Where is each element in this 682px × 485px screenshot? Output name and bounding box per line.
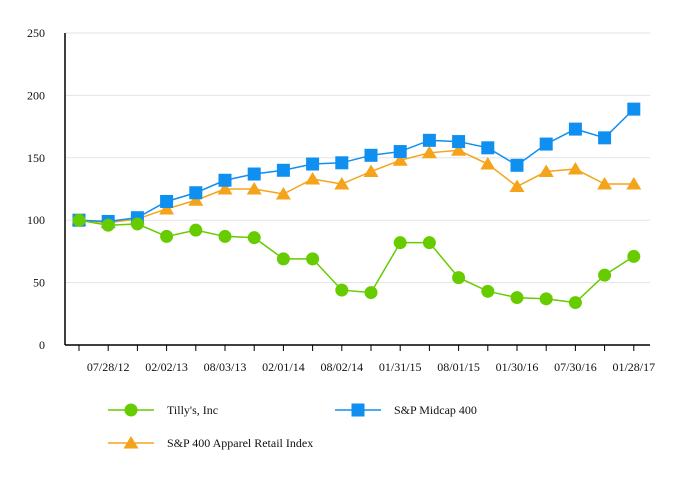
data-point	[160, 194, 174, 208]
data-point	[218, 173, 232, 187]
data-point	[481, 284, 495, 298]
data-point	[452, 135, 466, 149]
data-point	[305, 172, 321, 185]
data-point	[246, 182, 262, 195]
y-tick-label: 50	[33, 276, 45, 290]
data-point	[627, 249, 641, 263]
data-point	[306, 157, 320, 171]
data-point	[393, 236, 407, 250]
data-point	[567, 162, 583, 175]
data-point	[421, 145, 437, 159]
data-point	[335, 156, 349, 170]
data-point	[334, 177, 350, 190]
data-point	[480, 157, 496, 170]
legend-marker	[124, 403, 138, 417]
data-point	[539, 137, 553, 151]
legend-item: S&P 400 Apparel Retail Index	[108, 436, 313, 450]
data-point	[335, 283, 349, 297]
y-tick-label: 150	[27, 151, 45, 165]
data-point	[627, 102, 641, 116]
data-point	[189, 223, 203, 237]
x-tick-label: 01/28/17	[612, 360, 655, 374]
data-point	[275, 186, 291, 200]
data-point	[276, 163, 290, 177]
data-point	[598, 131, 612, 145]
legend-label: Tilly's, Inc	[167, 403, 218, 417]
data-point	[363, 164, 379, 178]
data-point	[306, 252, 320, 266]
x-tick-label: 08/02/14	[320, 360, 363, 374]
y-tick-label: 200	[27, 88, 45, 102]
data-point	[188, 193, 204, 206]
x-tick-label: 07/30/16	[554, 360, 597, 374]
data-point	[422, 236, 436, 250]
data-point	[130, 217, 144, 231]
data-point	[218, 229, 232, 243]
data-point	[247, 167, 261, 181]
data-point	[539, 292, 553, 306]
data-point	[392, 153, 408, 166]
x-tick-label: 01/31/15	[379, 360, 422, 374]
data-point	[160, 229, 174, 243]
y-tick-label: 250	[27, 26, 45, 40]
data-point	[538, 164, 554, 178]
series-tilly-s-inc	[72, 213, 641, 310]
data-point	[568, 296, 582, 310]
legend-label: S&P 400 Apparel Retail Index	[167, 436, 313, 450]
data-point	[247, 231, 261, 245]
data-point	[217, 182, 233, 195]
series-s-p-midcap-400	[72, 102, 641, 228]
legend-marker	[351, 403, 365, 417]
legend-item: S&P Midcap 400	[335, 403, 477, 417]
x-tick-label: 02/02/13	[145, 360, 188, 374]
data-point	[598, 268, 612, 282]
y-tick-label: 0	[39, 338, 45, 352]
x-tick-label: 02/01/14	[262, 360, 305, 374]
data-point	[451, 143, 467, 156]
data-point	[393, 145, 407, 159]
legend-marker	[123, 436, 139, 449]
legend-label: S&P Midcap 400	[394, 403, 477, 417]
data-point	[452, 271, 466, 285]
data-point	[364, 286, 378, 300]
data-point	[510, 291, 524, 305]
x-tick-label: 01/30/16	[496, 360, 539, 374]
data-point	[626, 177, 642, 190]
data-point	[276, 252, 290, 266]
x-tick-label: 07/28/12	[87, 360, 130, 374]
data-point	[568, 122, 582, 136]
data-point	[101, 218, 115, 232]
data-point	[510, 158, 524, 172]
legend-item: Tilly's, Inc	[108, 403, 218, 417]
series-s-p-400-apparel-retail-index	[71, 143, 642, 229]
x-tick-label: 08/03/13	[204, 360, 247, 374]
data-point	[364, 148, 378, 162]
data-point	[189, 186, 203, 200]
y-tick-label: 100	[27, 213, 45, 227]
data-point	[422, 133, 436, 147]
data-point	[72, 213, 86, 227]
data-point	[159, 201, 175, 215]
data-point	[597, 177, 613, 190]
data-point	[509, 179, 525, 193]
x-tick-label: 08/01/15	[437, 360, 480, 374]
data-point	[481, 141, 495, 155]
